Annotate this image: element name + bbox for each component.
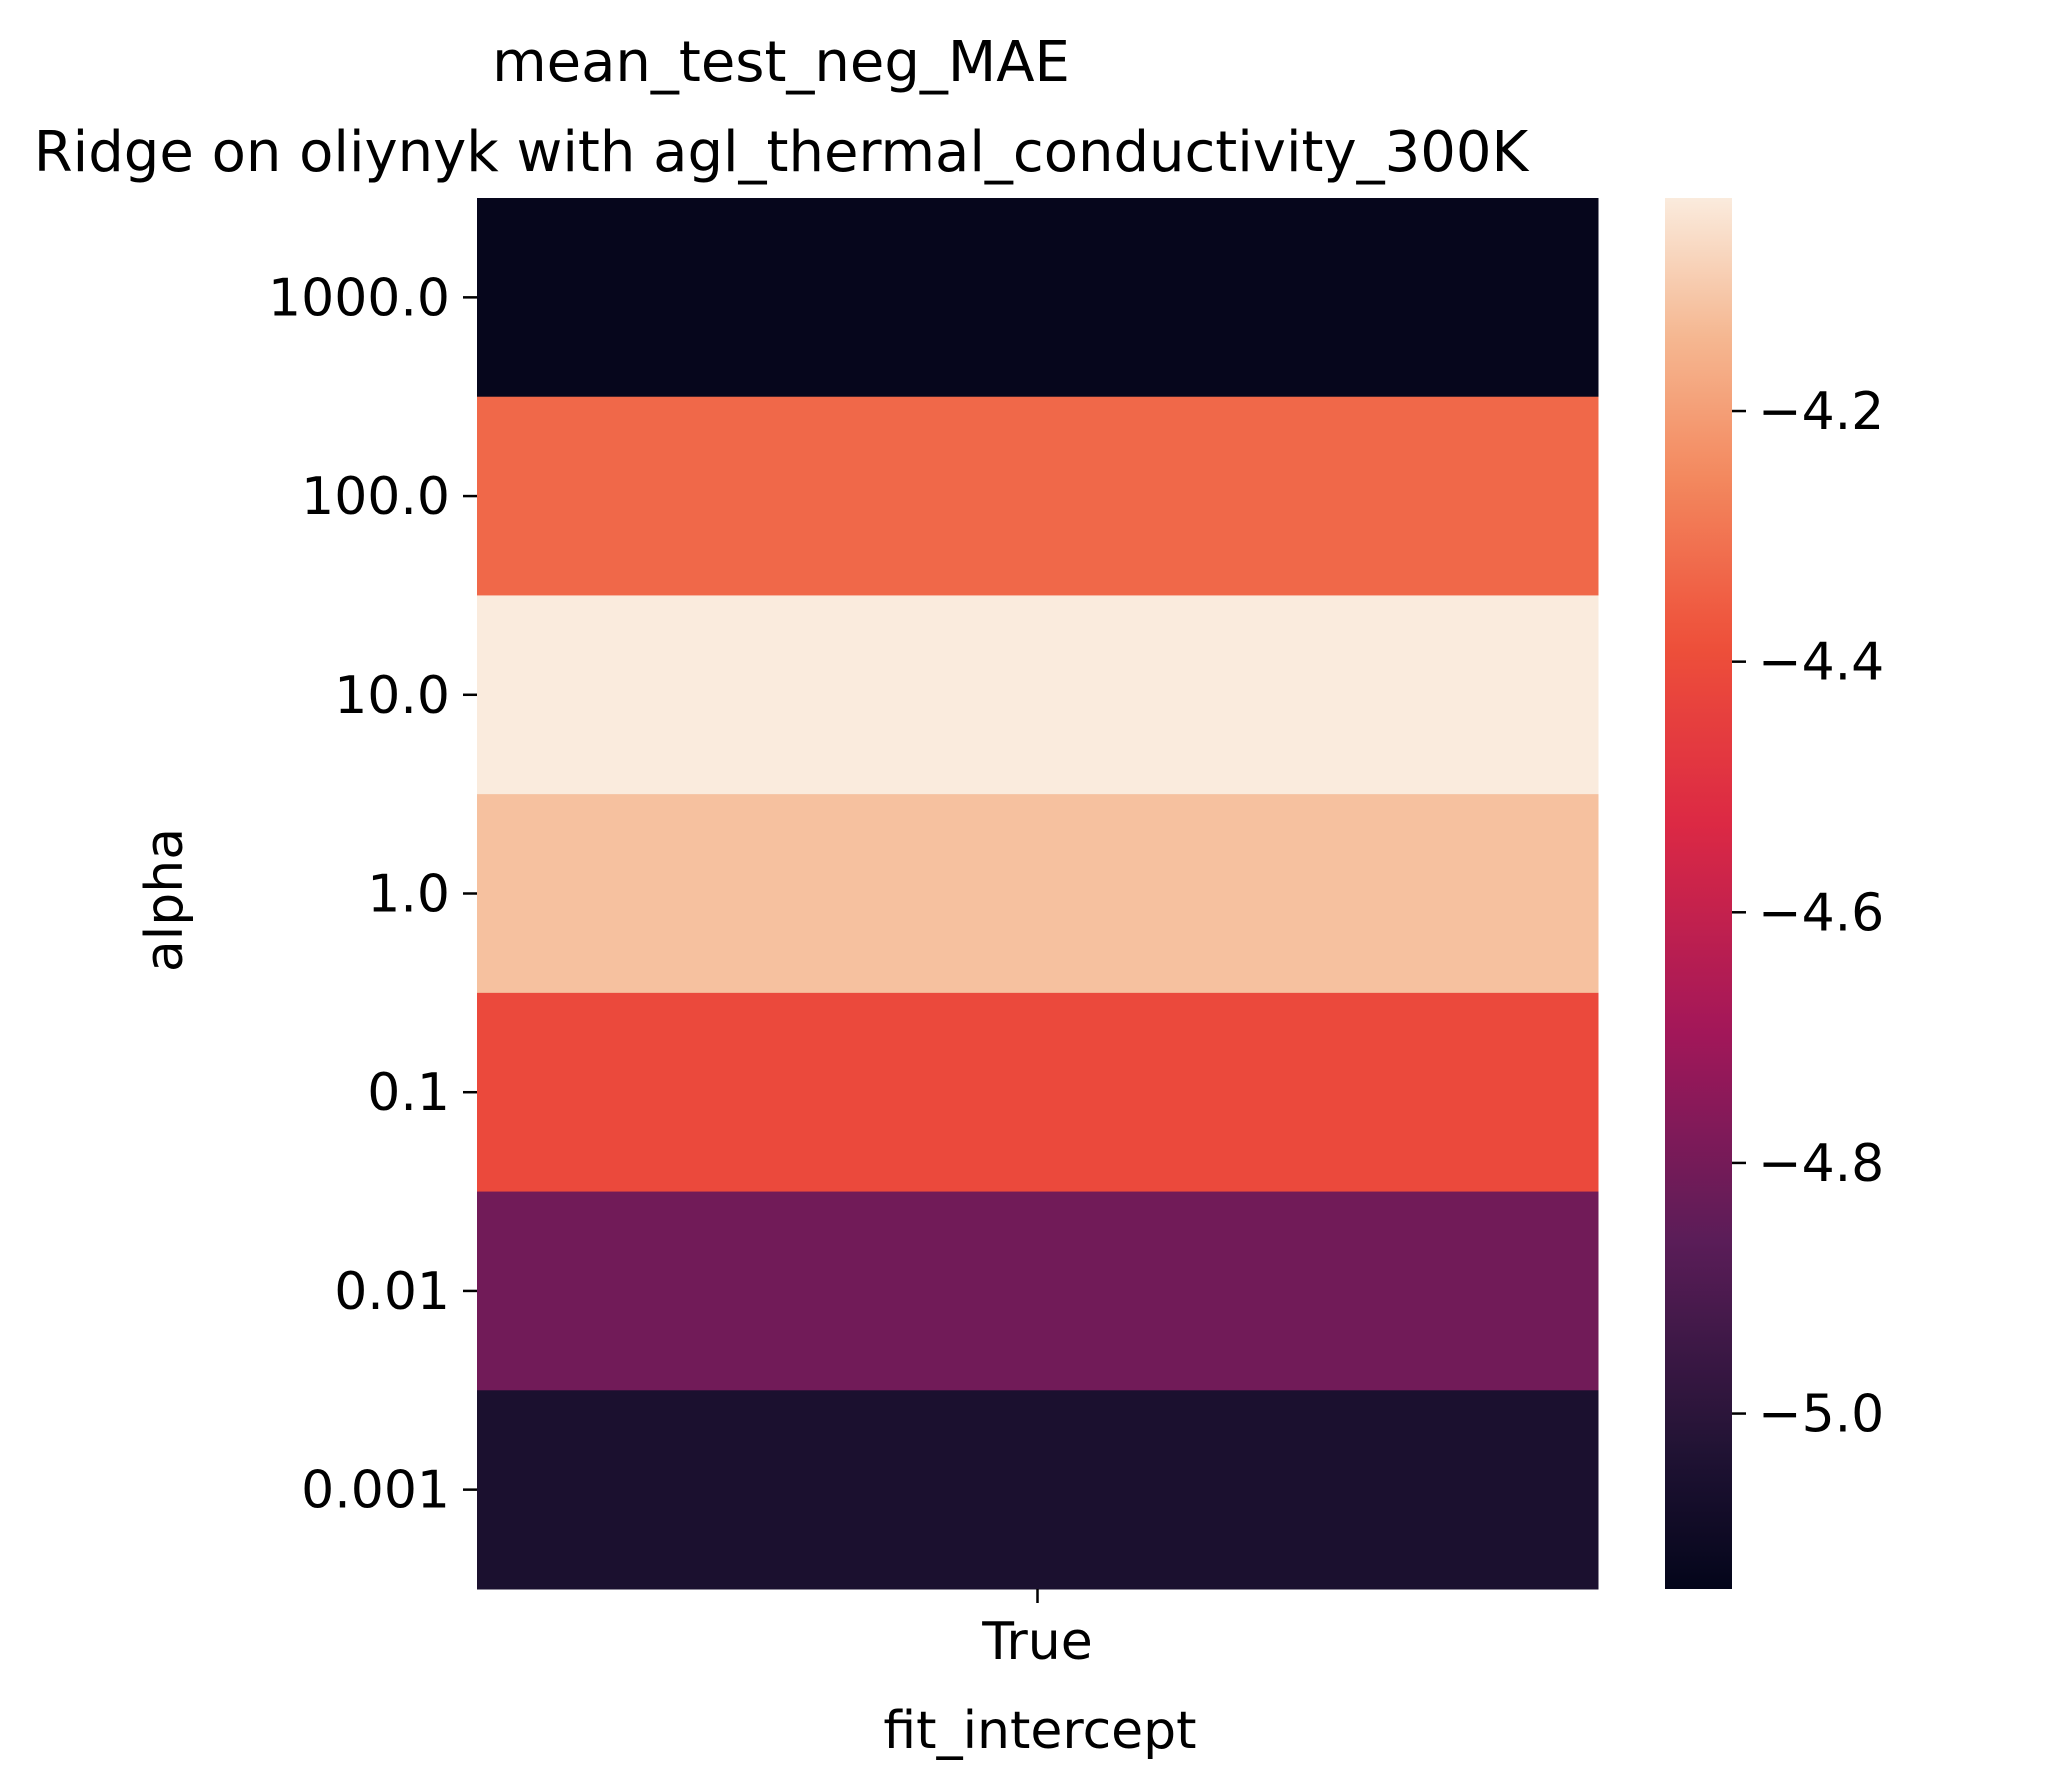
heatmap-cell bbox=[477, 794, 1599, 994]
y-tick-label: 0.01 bbox=[334, 1262, 450, 1322]
chart-subtitle: Ridge on oliynyk with agl_thermal_conduc… bbox=[34, 120, 1530, 185]
colorbar-tick-label: −5.0 bbox=[1758, 1385, 1884, 1445]
heatmap-cell bbox=[477, 198, 1599, 398]
y-axis-ticks: 1000.0 100.0 10.0 1.0 0.1 0.01 0.001 bbox=[268, 268, 477, 1521]
heatmap-cells bbox=[477, 198, 1599, 1590]
heatmap-cell bbox=[477, 396, 1599, 596]
colorbar bbox=[1665, 198, 1732, 1589]
y-tick-label: 100.0 bbox=[301, 467, 450, 527]
colorbar-tick-label: −4.8 bbox=[1758, 1134, 1884, 1194]
y-tick-label: 10.0 bbox=[334, 666, 450, 726]
heatmap-cell bbox=[477, 595, 1599, 795]
colorbar-tick-label: −4.2 bbox=[1758, 382, 1884, 442]
y-tick-label: 1.0 bbox=[367, 865, 450, 925]
y-tick-label: 1000.0 bbox=[268, 268, 450, 328]
y-tick-label: 0.1 bbox=[367, 1063, 450, 1123]
colorbar-ticks: −4.2 −4.4 −4.6 −4.8 −5.0 bbox=[1732, 382, 1884, 1445]
x-axis-ticks: True bbox=[981, 1589, 1093, 1672]
colorbar-tick-label: −4.6 bbox=[1758, 883, 1884, 943]
x-tick-label: True bbox=[981, 1612, 1092, 1672]
heatmap-cell bbox=[477, 992, 1599, 1193]
x-axis-label: fit_intercept bbox=[883, 1701, 1196, 1761]
y-axis-label: alpha bbox=[135, 828, 195, 972]
heatmap-cell bbox=[477, 1390, 1599, 1590]
chart-title: mean_test_neg_MAE bbox=[492, 30, 1070, 95]
colorbar-tick-label: −4.4 bbox=[1758, 633, 1884, 693]
heatmap-cell bbox=[477, 1191, 1599, 1391]
y-tick-label: 0.001 bbox=[301, 1461, 450, 1521]
